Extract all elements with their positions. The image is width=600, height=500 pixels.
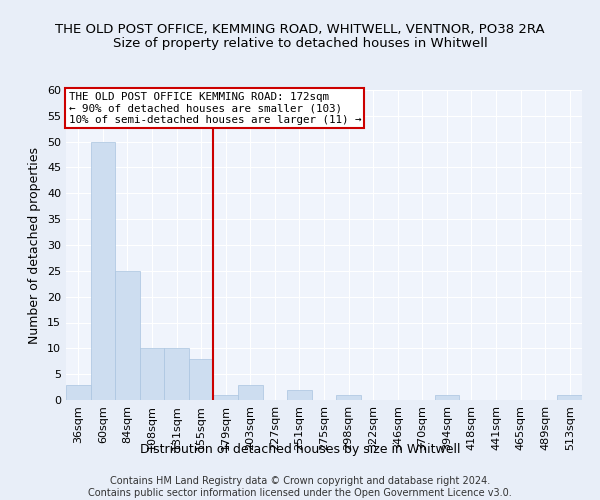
Bar (434, 395, 459, 400)
Bar (557, 395, 582, 400)
Text: Contains HM Land Registry data © Crown copyright and database right 2024.
Contai: Contains HM Land Registry data © Crown c… (88, 476, 512, 498)
Bar (214, 395, 238, 400)
Bar (238, 384, 263, 400)
Bar (115, 271, 140, 400)
Bar (91, 142, 115, 400)
Text: THE OLD POST OFFICE KEMMING ROAD: 172sqm
← 90% of detached houses are smaller (1: THE OLD POST OFFICE KEMMING ROAD: 172sqm… (68, 92, 361, 124)
Text: Distribution of detached houses by size in Whitwell: Distribution of detached houses by size … (140, 442, 460, 456)
Bar (66, 384, 91, 400)
Bar (336, 395, 361, 400)
Bar (189, 358, 214, 400)
Text: Size of property relative to detached houses in Whitwell: Size of property relative to detached ho… (113, 38, 487, 51)
Text: THE OLD POST OFFICE, KEMMING ROAD, WHITWELL, VENTNOR, PO38 2RA: THE OLD POST OFFICE, KEMMING ROAD, WHITW… (55, 22, 545, 36)
Y-axis label: Number of detached properties: Number of detached properties (28, 146, 41, 344)
Bar (287, 390, 312, 400)
Bar (140, 348, 164, 400)
Bar (164, 348, 189, 400)
